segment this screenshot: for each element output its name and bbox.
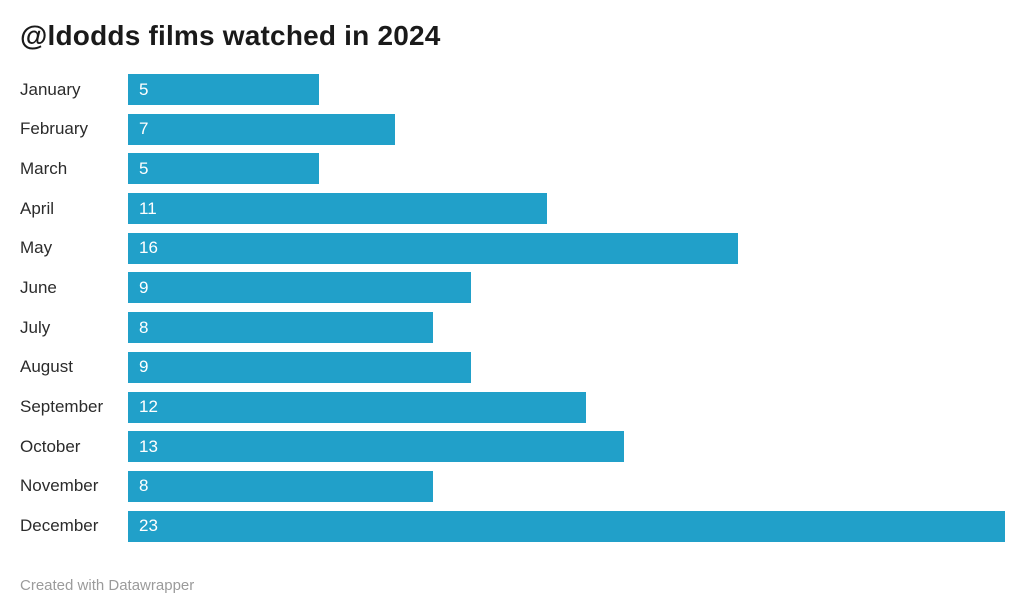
chart-row: October 13: [0, 431, 1023, 463]
chart-title: @ldodds films watched in 2024: [20, 20, 441, 51]
bar: 9: [128, 351, 472, 383]
bar-track: 7: [128, 113, 1005, 145]
bar-track: 5: [128, 74, 1005, 105]
bar-track: 9: [128, 272, 1005, 304]
bar-track: 16: [128, 232, 1005, 264]
category-label: January: [20, 79, 81, 99]
category-label: October: [20, 436, 81, 456]
bar-track: 8: [128, 470, 1005, 502]
bar: 16: [128, 232, 739, 264]
chart-row: June 9: [0, 272, 1023, 304]
value-label: 13: [139, 436, 158, 456]
bar-track: 11: [128, 193, 1005, 225]
chart-row: July 8: [0, 312, 1023, 344]
bar: 5: [128, 153, 319, 185]
value-label: 11: [139, 198, 157, 218]
chart-row: November 8: [0, 470, 1023, 502]
bar: 12: [128, 391, 586, 423]
bar: 8: [128, 312, 434, 344]
value-label: 12: [139, 397, 158, 416]
category-label: November: [20, 476, 99, 496]
bar: 9: [128, 272, 472, 304]
value-label: 9: [139, 357, 149, 377]
value-label: 8: [139, 476, 149, 496]
value-label: 16: [139, 238, 158, 258]
category-label: April: [20, 198, 55, 218]
bar-track: 23: [128, 510, 1005, 542]
category-label: September: [20, 397, 104, 416]
value-label: 7: [139, 119, 149, 139]
value-label: 5: [139, 79, 149, 99]
category-label: December: [20, 516, 99, 536]
category-label: March: [20, 158, 68, 178]
value-label: 23: [139, 516, 158, 536]
bar-track: 9: [128, 351, 1005, 383]
category-label: February: [20, 119, 89, 139]
chart-row: April 11: [0, 193, 1023, 225]
bar-track: 12: [128, 391, 1005, 423]
value-label: 9: [139, 277, 149, 297]
bar-chart: January 5 February 7 March 5 April 11 May 16 June 9…: [0, 74, 1023, 542]
chart-row: February 7: [0, 113, 1023, 145]
value-label: 8: [139, 317, 149, 337]
category-label: August: [20, 357, 73, 377]
datawrapper-attribution-link[interactable]: Created with Datawrapper: [20, 577, 195, 594]
bar: 23: [128, 510, 1005, 542]
category-label: May: [20, 238, 53, 258]
chart-row: March 5: [0, 153, 1023, 185]
category-label: July: [20, 317, 51, 337]
bar: 5: [128, 74, 319, 105]
chart-row: December 23: [0, 510, 1023, 542]
chart-row: August 9: [0, 351, 1023, 383]
bar-track: 8: [128, 312, 1005, 344]
chart-row: January 5: [0, 74, 1023, 105]
bar: 8: [128, 470, 434, 502]
bar: 7: [128, 113, 395, 145]
bar-track: 13: [128, 431, 1005, 463]
bar: 11: [128, 193, 548, 225]
category-label: June: [20, 277, 57, 297]
value-label: 5: [139, 158, 149, 178]
bar: 13: [128, 431, 624, 463]
chart-row: September 12: [0, 391, 1023, 423]
chart-row: May 16: [0, 232, 1023, 264]
bar-track: 5: [128, 153, 1005, 185]
